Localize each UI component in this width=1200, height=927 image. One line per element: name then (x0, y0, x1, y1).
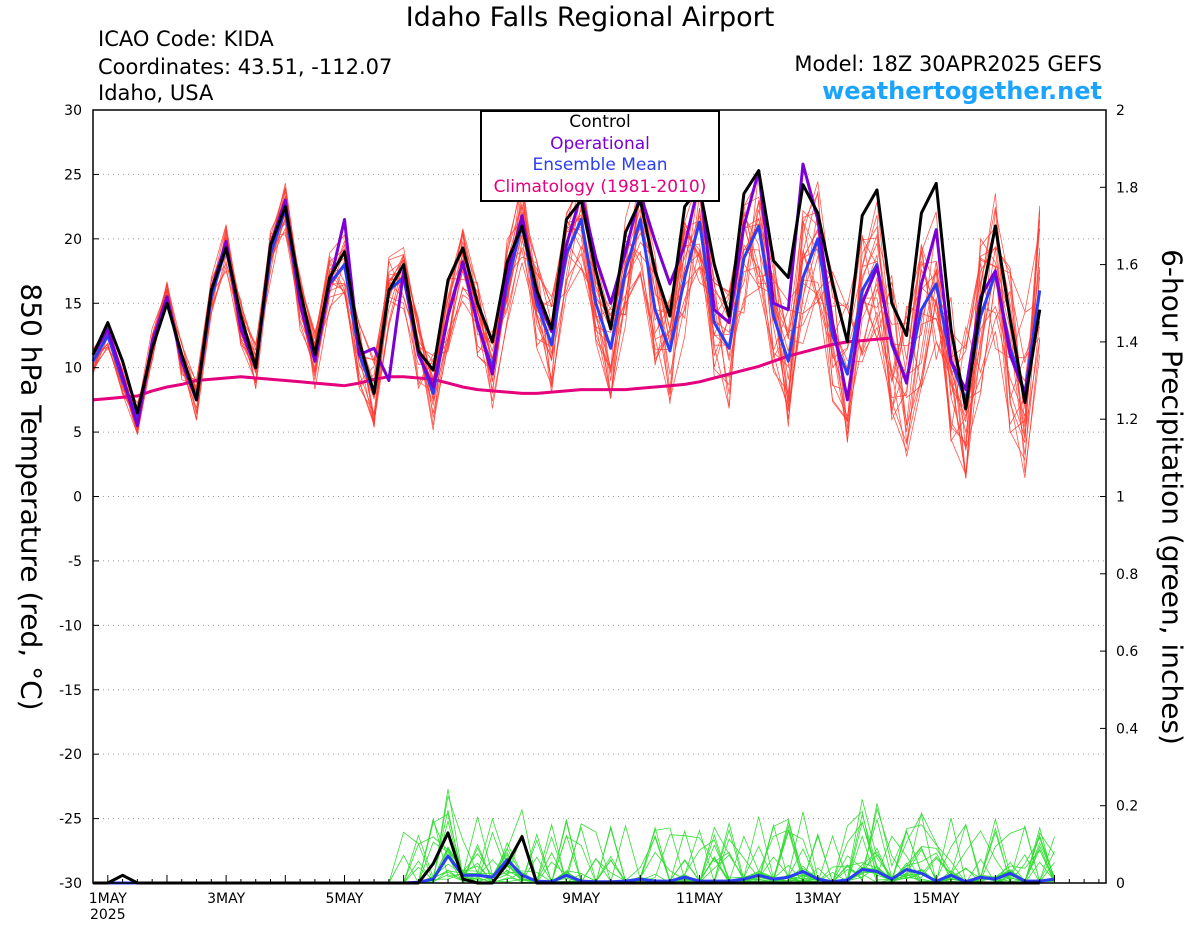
left-tick-label: 5 (73, 425, 82, 441)
legend-operational: Operational (550, 133, 650, 154)
model-run: Model: 18Z 30APR2025 GEFS (794, 52, 1102, 76)
ensemble-member-temp-line (92, 164, 1041, 477)
left-tick-label: 10 (64, 361, 82, 377)
icao-code: ICAO Code: KIDA (98, 27, 274, 51)
plot-border (92, 109, 1107, 884)
left-tick-label: -5 (68, 554, 82, 570)
right-tick-label: 1.2 (1116, 412, 1138, 428)
y-axis-label-right: 6-hour Precipitation (green, inches) (1155, 249, 1189, 745)
ensemble-member-temp-line (92, 195, 1040, 421)
x-tick-label: 11MAY (676, 891, 723, 907)
left-tick-label: 0 (73, 490, 82, 506)
coordinates: Coordinates: 43.51, -112.07 (98, 55, 393, 79)
control-temp-line (91, 169, 1042, 415)
legend-climatology: Climatology (1981-2010) (493, 176, 707, 197)
left-tick-label: -30 (59, 876, 82, 892)
right-tick-label: 1.4 (1116, 335, 1138, 351)
left-tick-label: -15 (59, 683, 82, 699)
left-tick-label: 15 (64, 296, 82, 312)
region: Idaho, USA (98, 81, 214, 105)
series-lines (91, 162, 1055, 885)
left-tick-label: -20 (59, 747, 82, 763)
left-tick-label: 20 (64, 232, 82, 248)
x-tick-label: 9MAY (562, 891, 600, 907)
climatology-1981-2010-temp-line (92, 336, 892, 402)
right-tick-label: 0.8 (1116, 567, 1138, 583)
x-tick-label: 1MAY (89, 891, 127, 907)
left-tick-label: -25 (59, 812, 82, 828)
chart-title: Idaho Falls Regional Airport (405, 2, 775, 33)
x-tick-label: 7MAY (444, 891, 482, 907)
legend: Control Operational Ensemble Mean Climat… (480, 110, 720, 202)
left-tick-label: 30 (64, 103, 82, 119)
site-link[interactable]: weathertogether.net (822, 77, 1102, 105)
y-axis-label-left: 850 hPa Temperature (red, °C) (14, 283, 48, 711)
x-tick-label: 5MAY (325, 891, 363, 907)
right-tick-label: 0.6 (1116, 644, 1138, 660)
right-tick-label: 1.6 (1116, 258, 1138, 274)
legend-ensemble-mean: Ensemble Mean (532, 155, 668, 175)
right-tick-label: 2 (1116, 103, 1125, 119)
right-tick-label: 0.2 (1116, 799, 1138, 815)
x-tick-label: 15MAY (913, 891, 960, 907)
x-year-label: 2025 (90, 907, 126, 923)
right-tick-label: 1.8 (1116, 180, 1138, 196)
x-tick-label: 3MAY (207, 891, 245, 907)
right-tick-label: 0.4 (1116, 721, 1138, 737)
left-tick-label: 25 (64, 167, 82, 183)
plot-frame (92, 109, 1107, 884)
tick-labels: 302520151050-5-10-15-20-25-3021.81.61.41… (59, 103, 1138, 923)
legend-control: Control (569, 112, 631, 132)
x-tick-label: 13MAY (794, 891, 841, 907)
right-tick-label: 0 (1116, 876, 1125, 892)
right-tick-label: 1 (1116, 490, 1125, 506)
left-tick-label: -10 (59, 618, 82, 634)
ensemble-members (92, 164, 1055, 885)
